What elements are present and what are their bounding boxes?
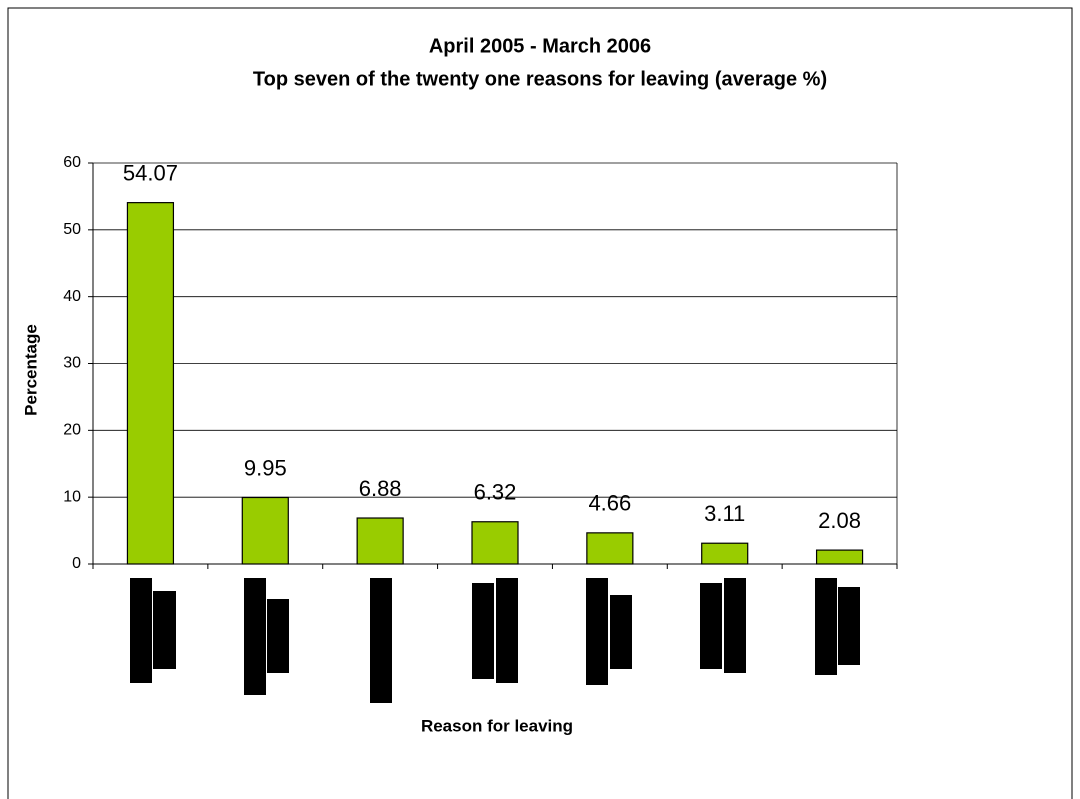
y-tick-label: 30: [63, 355, 81, 372]
bar: [701, 542, 749, 565]
value-label: 3.11: [704, 501, 745, 526]
value-label: 4.66: [588, 491, 631, 516]
value-label: 54.07: [123, 160, 178, 185]
y-tick-label: 50: [63, 221, 81, 238]
redaction: [815, 578, 837, 675]
y-tick-label: 10: [63, 488, 81, 505]
y-tick-label: 40: [63, 288, 81, 305]
redaction: [153, 591, 176, 669]
redaction: [586, 578, 608, 685]
y-axis-title: Percentage: [21, 324, 40, 416]
bar: [241, 496, 289, 565]
redaction: [724, 578, 746, 673]
x-axis-title: Reason for leaving: [421, 716, 573, 735]
redaction: [244, 578, 266, 695]
bar: [586, 532, 634, 565]
value-label: 6.88: [359, 476, 402, 501]
value-label: 6.32: [474, 480, 517, 505]
y-tick-label: 0: [72, 555, 81, 572]
redacted-labels: [130, 578, 860, 703]
bar: [126, 202, 175, 565]
redaction: [472, 583, 494, 679]
chart-title: April 2005 - March 2006: [429, 35, 651, 57]
bar: [815, 549, 864, 565]
chart-subtitle: Top seven of the twenty one reasons for …: [253, 68, 827, 90]
redaction: [700, 583, 722, 669]
y-tick-label: 60: [63, 154, 81, 171]
bar: [471, 521, 519, 565]
redaction: [370, 578, 392, 703]
redaction: [130, 578, 152, 683]
redaction: [496, 578, 518, 683]
value-label: 2.08: [818, 508, 861, 533]
value-label: 9.95: [244, 455, 287, 480]
redaction: [838, 587, 860, 665]
redaction: [610, 595, 632, 669]
bar: [356, 517, 404, 565]
y-tick-label: 20: [63, 422, 81, 439]
chart-frame: [7, 7, 1073, 799]
redaction: [267, 599, 289, 673]
